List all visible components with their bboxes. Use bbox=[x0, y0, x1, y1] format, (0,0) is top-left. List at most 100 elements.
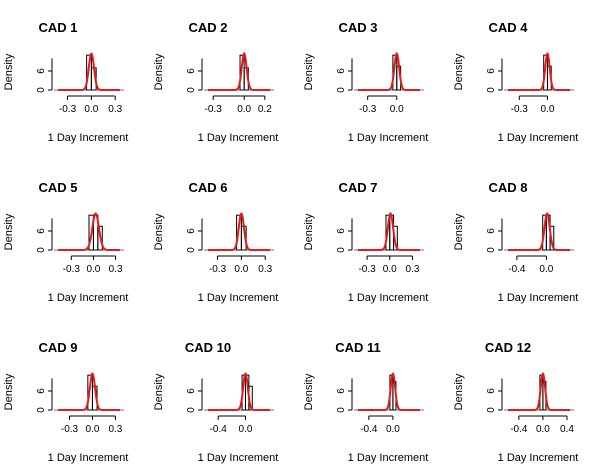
y-axis-label: Density bbox=[153, 373, 165, 410]
x-axis-label: 1 Day Increment bbox=[348, 132, 429, 144]
y-tick-label: 6 bbox=[336, 228, 347, 234]
x-tick-label: 0.0 bbox=[239, 424, 253, 435]
y-axis-label: Density bbox=[3, 213, 15, 250]
y-tick-label: 6 bbox=[36, 68, 47, 74]
x-tick-label: -0.3 bbox=[63, 264, 81, 275]
x-axis-label: 1 Day Increment bbox=[198, 292, 279, 304]
y-tick-label: 6 bbox=[336, 68, 347, 74]
density-curve bbox=[208, 372, 270, 411]
x-axis-label: 1 Day Increment bbox=[348, 452, 429, 464]
x-tick-label: 0.0 bbox=[390, 104, 404, 115]
y-tick-label: 0 bbox=[36, 87, 47, 93]
x-tick-label: -0.4 bbox=[508, 264, 526, 275]
y-tick-label: 0 bbox=[186, 247, 197, 253]
y-axis-label: Density bbox=[303, 213, 315, 250]
y-tick-label: 0 bbox=[186, 407, 197, 413]
density-curve bbox=[208, 212, 270, 251]
y-axis-label: Density bbox=[3, 53, 15, 90]
y-tick-label: 0 bbox=[186, 87, 197, 93]
chart-title: CAD 5 bbox=[38, 180, 77, 195]
x-axis-label: 1 Day Increment bbox=[198, 132, 279, 144]
chart-title: CAD 4 bbox=[488, 20, 528, 35]
chart-title: CAD 6 bbox=[188, 180, 227, 195]
x-tick-label: 0.0 bbox=[536, 424, 550, 435]
x-tick-label: 0.0 bbox=[84, 104, 98, 115]
density-curve bbox=[358, 211, 420, 251]
y-axis-label: Density bbox=[3, 373, 15, 410]
x-tick-label: -0.3 bbox=[511, 104, 529, 115]
x-tick-label: 0.4 bbox=[560, 424, 574, 435]
histogram-bar bbox=[97, 225, 103, 251]
y-axis-label: Density bbox=[303, 53, 315, 90]
chart-panel: CAD 8 -0.4 0.0 0 6 Density 1 Day Increment bbox=[453, 180, 578, 304]
y-tick-label: 6 bbox=[486, 388, 497, 394]
density-curve bbox=[208, 51, 270, 91]
x-tick-label: 0.3 bbox=[405, 264, 419, 275]
y-tick-label: 6 bbox=[186, 68, 197, 74]
density-curve bbox=[508, 212, 570, 251]
chart-panel: CAD 4 -0.3 0.0 0 6 Density 1 Day Increment bbox=[453, 20, 578, 144]
chart-title: CAD 8 bbox=[488, 180, 527, 195]
chart-panel: CAD 2 -0.3 0.0 0.2 0 6 Density 1 Day Increment bbox=[153, 20, 278, 144]
x-tick-label: -0.3 bbox=[59, 104, 77, 115]
x-tick-label: -0.3 bbox=[358, 264, 376, 275]
x-axis-label: 1 Day Increment bbox=[48, 452, 129, 464]
x-axis-label: 1 Day Increment bbox=[348, 292, 429, 304]
x-tick-label: -0.3 bbox=[359, 104, 377, 115]
chart-title: CAD 10 bbox=[185, 340, 231, 355]
y-tick-label: 0 bbox=[36, 407, 47, 413]
chart-panel: CAD 1 -0.3 0.0 0.3 0 6 Density 1 Day Increment bbox=[3, 20, 128, 144]
x-tick-label: 0.0 bbox=[539, 264, 553, 275]
y-tick-label: 6 bbox=[36, 388, 47, 394]
x-axis-label: 1 Day Increment bbox=[48, 132, 129, 144]
x-tick-label: -0.4 bbox=[510, 424, 528, 435]
x-tick-label: 0.0 bbox=[86, 264, 100, 275]
x-tick-label: 0.0 bbox=[386, 424, 400, 435]
x-tick-label: 0.3 bbox=[108, 424, 122, 435]
chart-panel: CAD 7 -0.3 0.0 0.3 0 6 Density 1 Day Increment bbox=[303, 180, 428, 304]
x-tick-label: 0.3 bbox=[258, 264, 272, 275]
chart-panel: CAD 9 -0.3 0.0 0.3 0 6 Density 1 Day Increment bbox=[3, 340, 128, 464]
histogram-bar bbox=[549, 225, 555, 251]
chart-title: CAD 2 bbox=[188, 20, 227, 35]
density-curve bbox=[508, 52, 570, 91]
chart-title: CAD 9 bbox=[38, 340, 77, 355]
x-tick-label: -0.4 bbox=[360, 424, 378, 435]
x-tick-label: -0.3 bbox=[61, 424, 79, 435]
y-tick-label: 0 bbox=[486, 87, 497, 93]
x-tick-label: 0.3 bbox=[109, 264, 123, 275]
x-tick-label: 0.0 bbox=[234, 264, 248, 275]
x-axis-label: 1 Day Increment bbox=[498, 132, 579, 144]
chart-panel: CAD 11 -0.4 0.0 0 6 Density 1 Day Increment bbox=[303, 340, 428, 464]
x-tick-label: 0.0 bbox=[237, 104, 251, 115]
chart-title: CAD 1 bbox=[38, 20, 77, 35]
y-tick-label: 0 bbox=[336, 247, 347, 253]
y-tick-label: 0 bbox=[336, 407, 347, 413]
density-curve bbox=[58, 52, 120, 91]
chart-panel: CAD 3 -0.3 0.0 0 6 Density 1 Day Increment bbox=[303, 20, 428, 144]
y-axis-label: Density bbox=[153, 53, 165, 90]
x-axis-label: 1 Day Increment bbox=[498, 292, 579, 304]
x-tick-label: -0.3 bbox=[205, 104, 223, 115]
chart-panel: CAD 5 -0.3 0.0 0.3 0 6 Density 1 Day Increment bbox=[3, 180, 128, 304]
x-tick-label: 0.2 bbox=[258, 104, 272, 115]
x-axis-label: 1 Day Increment bbox=[48, 292, 129, 304]
chart-panel: CAD 6 -0.3 0.0 0.3 0 6 Density 1 Day Increment bbox=[153, 180, 278, 304]
y-tick-label: 0 bbox=[486, 407, 497, 413]
x-axis-label: 1 Day Increment bbox=[498, 452, 579, 464]
chart-panel: CAD 12 -0.4 0.0 0.4 0 6 Density 1 Day Increment bbox=[453, 340, 578, 464]
y-axis-label: Density bbox=[453, 213, 465, 250]
chart-title: CAD 11 bbox=[335, 340, 381, 355]
y-tick-label: 6 bbox=[486, 228, 497, 234]
density-curve bbox=[508, 372, 570, 411]
y-tick-label: 0 bbox=[486, 247, 497, 253]
y-axis-label: Density bbox=[153, 213, 165, 250]
y-tick-label: 6 bbox=[186, 388, 197, 394]
x-tick-label: 0.0 bbox=[383, 264, 397, 275]
density-curve bbox=[358, 51, 420, 91]
x-tick-label: 0.0 bbox=[541, 104, 555, 115]
y-axis-label: Density bbox=[453, 373, 465, 410]
density-curve bbox=[58, 212, 120, 251]
x-tick-label: -0.3 bbox=[209, 264, 227, 275]
y-axis-label: Density bbox=[303, 373, 315, 410]
